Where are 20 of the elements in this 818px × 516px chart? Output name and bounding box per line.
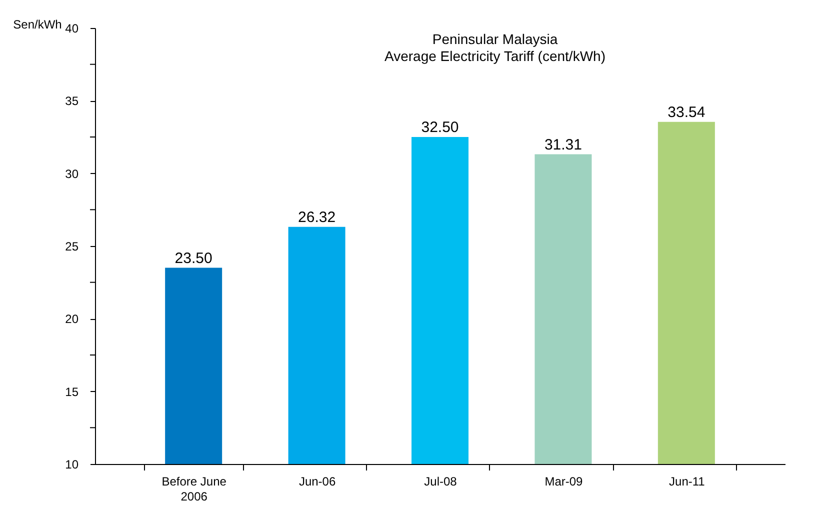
data-label: 23.50 xyxy=(174,250,212,267)
y-axis-title: Sen/kWh xyxy=(13,18,62,32)
x-tick-label: Jul-08 xyxy=(424,474,458,488)
chart-title: Peninsular Malaysia xyxy=(432,31,558,47)
y-tick-label: 40 xyxy=(65,22,79,36)
data-label: 26.32 xyxy=(298,208,336,226)
data-label: 32.50 xyxy=(421,119,459,136)
y-tick-label: 30 xyxy=(65,166,79,181)
text: Average Electricity Tariff (cent/kWh) xyxy=(384,48,606,64)
x-tick-label: Jun-06 xyxy=(298,474,336,488)
y-tick-label: 15 xyxy=(65,384,79,399)
y-tick-label: 35 xyxy=(65,94,79,108)
x-tick-label: Jun-11 xyxy=(669,474,706,488)
y-tick-label: 25 xyxy=(65,240,79,254)
data-label: 31.31 xyxy=(544,136,582,154)
x-tick-label: Mar-09 xyxy=(544,474,584,488)
data-label: 33.54 xyxy=(668,104,706,121)
x-tick-label: Before June 2006 xyxy=(162,474,227,504)
y-tick-label: 20 xyxy=(65,312,79,326)
y-tick-label: 10 xyxy=(65,458,79,472)
